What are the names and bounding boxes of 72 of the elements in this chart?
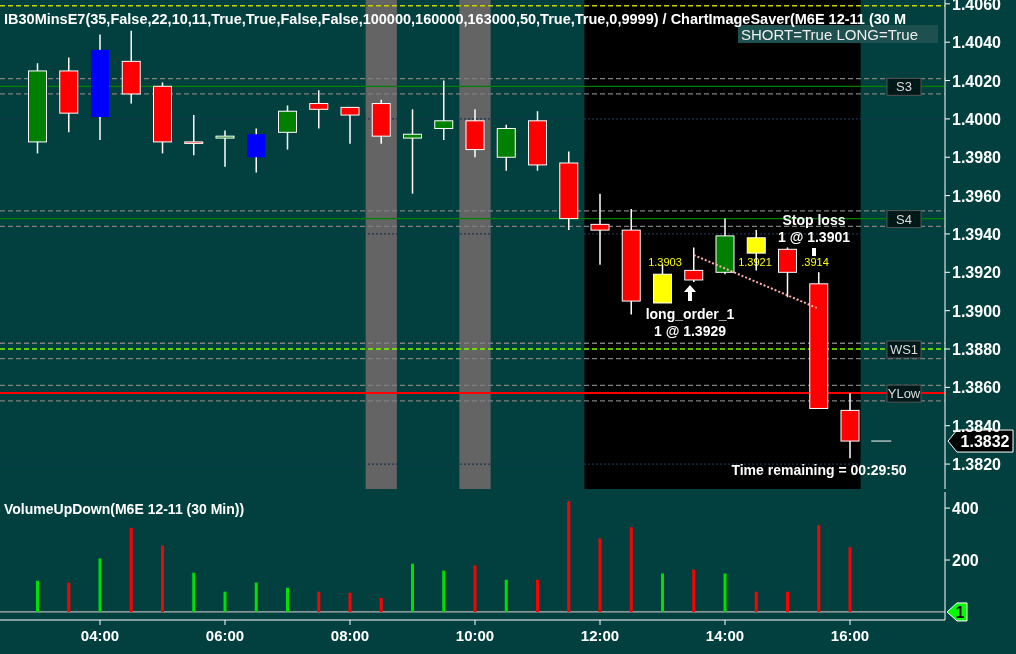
candlestick (684, 246, 704, 283)
y-tick-label: 1.4040 (952, 34, 1002, 52)
bar (817, 525, 821, 612)
y-tick-label: 1.3860 (952, 379, 1002, 397)
bar (98, 558, 102, 612)
bar (192, 572, 196, 612)
candlestick (309, 89, 329, 130)
candlestick (403, 108, 422, 195)
bar (442, 570, 446, 612)
candlestick (184, 114, 204, 157)
bar (473, 565, 477, 612)
y-tick-label: 1.3820 (952, 456, 1002, 474)
text: 1.3832 (960, 433, 1010, 451)
annotation: Time remaining = 00:29:50 (731, 462, 907, 478)
bar (692, 569, 696, 612)
y-tick-label: 200 (952, 552, 979, 570)
bar (848, 547, 852, 612)
x-tick-label: 12:00 (580, 627, 620, 644)
annotation: Stop loss 1 @ 1.3901 (777, 212, 851, 245)
x-tick-label: 14:00 (705, 627, 745, 644)
bar (661, 573, 664, 612)
bar (567, 501, 571, 612)
y-tick-label: 1.3940 (952, 225, 1002, 243)
candlestick (778, 246, 797, 298)
y-tick-label: 1.4000 (952, 110, 1002, 128)
x-tick-label: 16:00 (830, 627, 870, 644)
bar (36, 580, 39, 612)
bar (317, 591, 321, 612)
ref-line-label: S3 (896, 79, 912, 95)
x-tick-label: 04:00 (80, 627, 120, 644)
candlestick (247, 127, 266, 174)
ref-line-label: YLow (887, 386, 921, 402)
bar (161, 545, 164, 612)
bar (504, 579, 508, 612)
text: VolumeUpDown(M6E 12-11 (30 Min)) (4, 501, 245, 517)
bar (598, 538, 602, 612)
bar (536, 579, 539, 612)
bar (379, 597, 383, 612)
bar (254, 582, 258, 612)
y-tick-label: 400 (952, 500, 979, 518)
x-tick-label: 08:00 (330, 627, 370, 644)
ref-line-label: WS1 (889, 342, 919, 358)
candlestick (278, 104, 297, 151)
text: IB30MinsE7(35,False,22,10,11,True,True,False,False,100000,160000,163000,50,True,True,0,9999) / ChartImageSaver(M6E 12-11 (30 M (4, 11, 906, 27)
annotation: SHORT=True LONG=True (741, 26, 918, 43)
bar (754, 591, 758, 612)
bar (786, 591, 789, 612)
bar (629, 527, 633, 612)
y-tick-label: 1.3960 (952, 187, 1002, 205)
bar (286, 587, 289, 612)
y-tick-label: 1.3900 (952, 302, 1002, 320)
candlestick (215, 129, 235, 168)
candlestick (340, 106, 360, 145)
text: 1 (955, 603, 965, 621)
y-tick-label: 1.3920 (952, 264, 1002, 282)
bar (348, 592, 352, 612)
y-tick-label: 1.3880 (952, 341, 1002, 359)
y-tick-label: 1.3980 (952, 149, 1002, 167)
candlestick (590, 192, 610, 266)
annotation: .3914 (801, 256, 829, 268)
annotation: 1.3903 (648, 256, 682, 268)
bar (723, 573, 727, 612)
x-tick-label: 10:00 (455, 627, 495, 644)
y-tick-label: 1.3840 (952, 417, 1002, 435)
bar (67, 582, 71, 612)
ref-line-label: S4 (896, 211, 912, 227)
bar (223, 591, 227, 612)
annotation: long_order_1 1 @ 1.3929 (645, 306, 735, 339)
bar (129, 527, 133, 612)
y-tick-label: 1.4020 (952, 72, 1002, 90)
x-tick-label: 06:00 (205, 627, 245, 644)
bar (411, 563, 414, 612)
